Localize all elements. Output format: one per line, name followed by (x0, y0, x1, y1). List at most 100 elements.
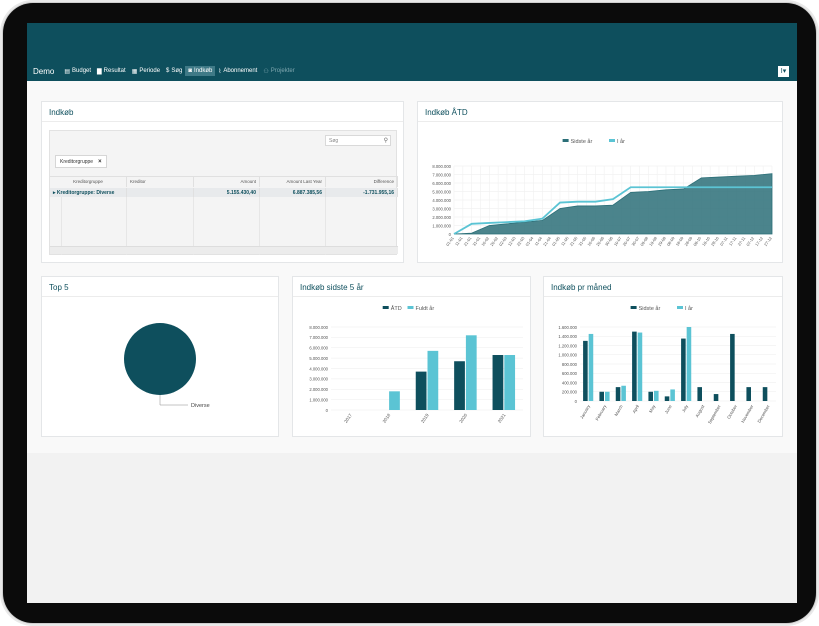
x-tick-label: 20-06 (595, 235, 605, 247)
x-tick-label: 08-09 (666, 235, 676, 247)
five-years-bar-chart: ÅTD Fuldt år 0 1.000.000 2.000.000 3.000.000 4… (309, 305, 523, 424)
bar (697, 387, 702, 401)
nav-abonnement[interactable]: ⌇ Abonnement (215, 66, 260, 77)
col-kreditor[interactable]: Kreditor (127, 177, 194, 187)
bar (681, 338, 686, 401)
x-tick-label: 18-10 (701, 235, 711, 247)
nav-resultat-label: Resultat (103, 68, 126, 74)
series-area-sidste-ar (453, 173, 773, 235)
y-tick-label: 6.000.000 (309, 346, 328, 351)
filter-chip-kreditorgruppe[interactable]: Kreditorgruppe × (55, 155, 107, 168)
legend-label: Sidste år (639, 305, 661, 312)
x-tick-label: 18-09 (675, 235, 685, 247)
x-tick-label: 11-05 (560, 235, 570, 247)
col-amount[interactable]: Amount (194, 177, 260, 187)
nav-projekter-label: Projekter (270, 68, 295, 74)
y-tick-label: 400.000 (562, 380, 578, 385)
legend-label: ÅTD (391, 305, 402, 312)
y-tick-label: 200.000 (562, 390, 578, 395)
bar (730, 333, 735, 401)
nav-sog[interactable]: $ Søg (163, 66, 185, 76)
pie-slice (124, 323, 196, 395)
bar (427, 350, 439, 410)
col-difference[interactable]: Difference (326, 177, 398, 187)
pivot-search-placeholder: Søg (329, 138, 339, 144)
y-tick-label: 0 (326, 408, 329, 413)
row-difference: -1.731.955,16 (326, 188, 398, 197)
bar (632, 331, 637, 401)
y-tick-label: 3.000.000 (309, 377, 328, 382)
nav-budget[interactable]: ▤ Budget (61, 66, 94, 77)
col-spacer (62, 197, 127, 255)
monthly-card-title: Indkøb pr måned (544, 277, 782, 297)
y-tick-label: 0 (449, 232, 452, 237)
x-tick-label: 31-01 (471, 235, 481, 247)
nav-resultat[interactable]: ▇ Resultat (94, 66, 129, 77)
bar (583, 340, 588, 401)
nav-projekter[interactable]: ⚇ Projekter (260, 66, 297, 77)
bar (762, 387, 768, 401)
user-menu-icon[interactable]: I▾ (778, 66, 789, 77)
x-tick-label: 08-10 (692, 235, 702, 247)
bar (492, 355, 504, 410)
tablet-frame: Demo ▤ Budget ▇ Resultat ▦ Periode $ Søg ◙ In… (3, 3, 816, 623)
nav-periode[interactable]: ▦ Periode (129, 66, 163, 77)
pie-label-leader (159, 395, 188, 406)
pivot-search-input[interactable]: Søg ⚲ (325, 135, 391, 146)
atd-card-title: Indkøb ÅTD (418, 102, 782, 122)
dollar-icon: $ (166, 68, 170, 74)
pivot-card-title: Indkøb (42, 102, 403, 122)
basket-icon: ◙ (188, 68, 193, 74)
x-tick-label: 2020 (458, 412, 468, 423)
bar (686, 327, 692, 401)
col-spacer (50, 197, 62, 255)
nav-periode-label: Periode (139, 68, 161, 74)
y-tick-label: 1.200.000 (558, 343, 577, 348)
bar (637, 332, 643, 401)
line-chart-icon: ⌇ (218, 68, 222, 75)
bar (615, 387, 621, 401)
pie-slice-label: Diverse (191, 403, 210, 409)
x-tick-label: June (664, 403, 673, 414)
legend-swatch (609, 139, 615, 142)
x-tick-label: 01-01 (445, 235, 455, 247)
bar (465, 335, 477, 410)
x-tick-label: 12-03 (507, 235, 517, 247)
x-tick-label: 17-11 (728, 235, 738, 247)
col-kreditorgruppe[interactable]: Kreditorgruppe (50, 177, 127, 187)
expand-icon[interactable]: ▸ (53, 190, 56, 196)
x-tick-label: March (613, 403, 624, 416)
search-icon[interactable]: ⚲ (383, 138, 388, 144)
app-screen: Demo ▤ Budget ▇ Resultat ▦ Periode $ Søg ◙ In… (27, 23, 797, 603)
x-tick-label: 21-05 (569, 235, 579, 247)
bar (605, 391, 610, 401)
col-amount-last-year[interactable]: Amount Last Year (260, 177, 326, 187)
dashboard-content: Indkøb Søg ⚲ Kreditorgruppe × Kreditorgr… (27, 81, 797, 453)
brand-label[interactable]: Demo (33, 66, 55, 76)
x-tick-label: 2018 (382, 412, 392, 423)
x-tick-label: 27-12 (763, 235, 773, 247)
nav-sog-label: Søg (171, 68, 183, 74)
x-tick-label: 01-04 (524, 235, 534, 247)
x-tick-label: 07-11 (719, 235, 729, 247)
bar (415, 371, 427, 410)
indkob-pivot-card: Indkøb Søg ⚲ Kreditorgruppe × Kreditorgr… (41, 101, 404, 263)
nav-indkob[interactable]: ◙ Indkøb (185, 66, 216, 76)
bar (389, 391, 400, 410)
x-tick-label: April (631, 404, 640, 414)
bar (454, 361, 465, 410)
x-tick-label: 19-08 (648, 235, 658, 247)
top5-card: Top 5 Diverse (41, 276, 279, 437)
close-icon[interactable]: × (98, 159, 102, 165)
legend-swatch (382, 306, 389, 309)
y-tick-label: 1.000.000 (558, 353, 577, 358)
pivot-horizontal-scrollbar[interactable] (50, 246, 398, 254)
y-tick-label: 7.000.000 (309, 335, 328, 340)
x-tick-label: 01-05 (551, 235, 561, 247)
bar (746, 387, 751, 401)
y-tick-label: 1.000.000 (309, 397, 328, 402)
x-tick-label: July (681, 403, 690, 413)
y-tick-label: 6.000.000 (432, 181, 451, 186)
x-tick-label: December (756, 404, 771, 424)
table-row[interactable]: ▸ Kreditorgruppe: Diverse 5.155.430,40 6… (50, 188, 398, 197)
